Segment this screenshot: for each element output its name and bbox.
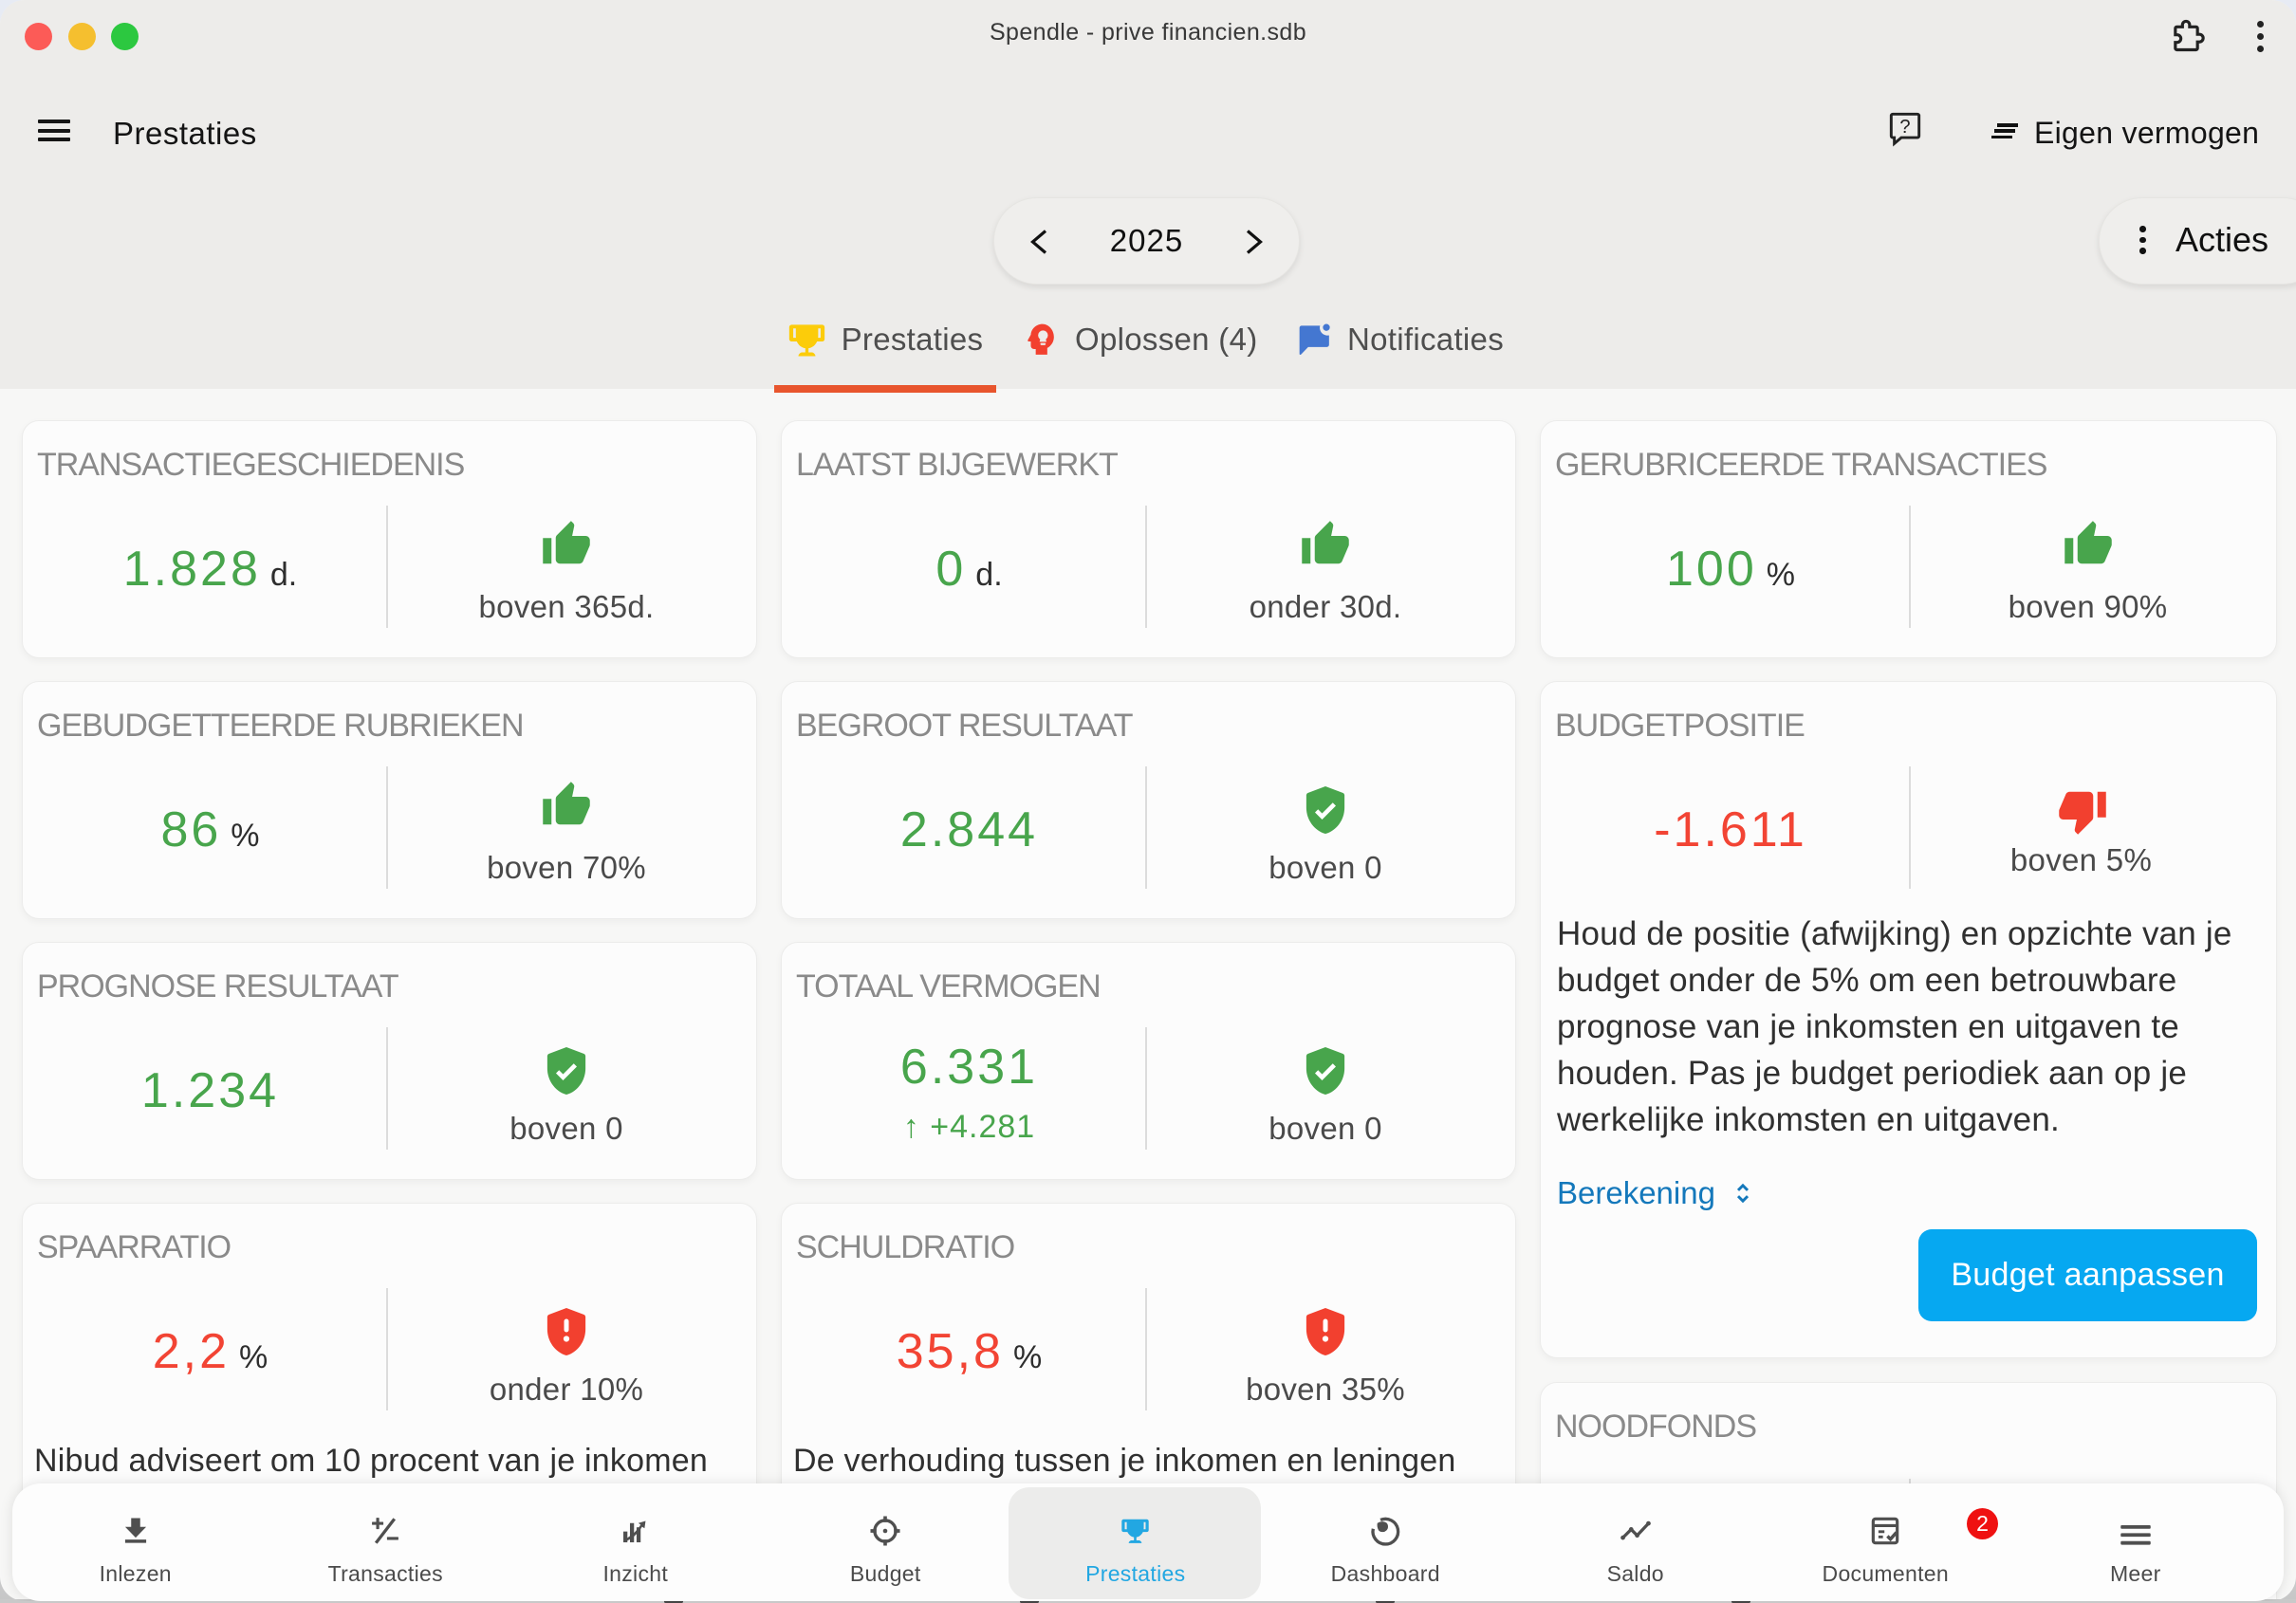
svg-text:?: ?: [1899, 117, 1910, 138]
